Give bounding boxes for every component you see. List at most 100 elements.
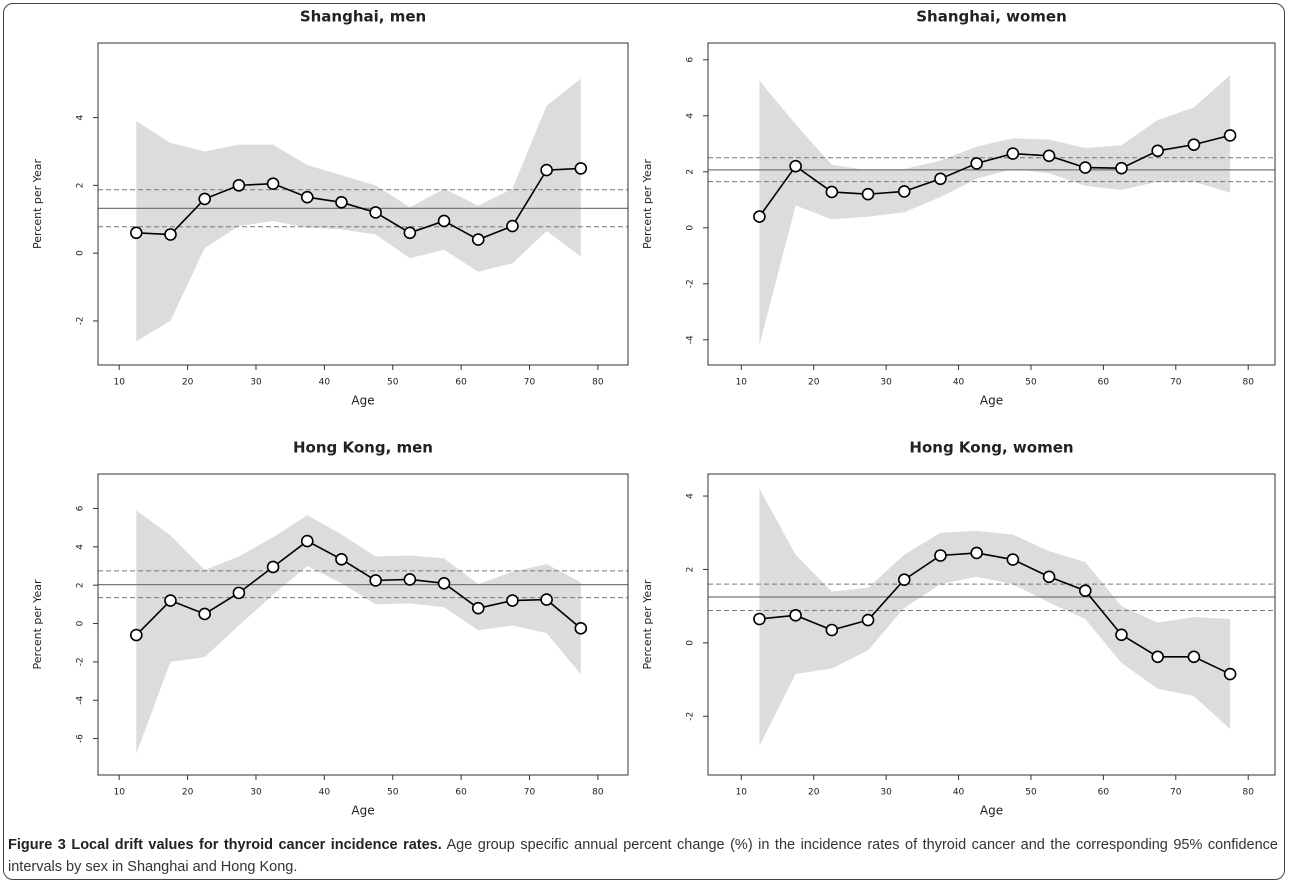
x-tick-label: 50	[387, 378, 399, 388]
drift-point	[506, 219, 519, 233]
drift-point	[232, 179, 246, 192]
drift-point	[540, 593, 553, 606]
caption-label: Figure 3 Local drift values for thyroid …	[8, 837, 442, 853]
drift-point	[335, 553, 348, 566]
y-axis-label: Percent per Year	[31, 159, 44, 249]
x-tick-label: 60	[1098, 378, 1110, 388]
drift-point	[1223, 667, 1237, 681]
confidence-band	[136, 510, 581, 754]
y-tick-label: -2	[686, 712, 696, 721]
x-tick-label: 80	[592, 788, 604, 798]
drift-point	[403, 226, 417, 240]
drift-point	[1223, 129, 1237, 142]
x-tick-label: 20	[808, 378, 820, 388]
plot-frame	[97, 42, 629, 366]
y-tick-label: 4	[686, 493, 696, 499]
drift-point	[266, 177, 280, 190]
x-axis-label: Age	[351, 394, 374, 408]
x-tick-label: 10	[736, 378, 748, 388]
drift-point	[1006, 553, 1020, 566]
y-tick-label: 6	[686, 57, 696, 63]
drift-point	[129, 226, 143, 240]
confidence-band	[136, 78, 581, 342]
x-tick-label: 30	[880, 378, 892, 388]
x-tick-label: 70	[1170, 788, 1182, 798]
y-tick-label: -4	[76, 695, 86, 704]
plot-frame	[707, 42, 1276, 366]
x-tick-label: 20	[182, 378, 194, 388]
drift-point	[506, 594, 519, 607]
y-tick-label: 4	[686, 113, 696, 119]
drift-point	[369, 574, 382, 587]
drift-point	[897, 573, 911, 587]
x-tick-label: 10	[113, 788, 125, 798]
x-tick-label: 50	[1025, 788, 1037, 798]
plot-frame	[707, 473, 1276, 776]
y-tick-label: 2	[76, 182, 86, 188]
plot-frame	[97, 473, 629, 776]
y-axis-label: Percent per Year	[641, 159, 654, 249]
y-tick-label: 4	[76, 114, 86, 120]
drift-point	[1042, 149, 1056, 163]
x-tick-label: 40	[319, 788, 331, 798]
drift-point	[1078, 584, 1092, 598]
x-tick-label: 30	[250, 378, 262, 388]
drift-point	[403, 573, 417, 586]
x-axis-label: Age	[351, 804, 374, 818]
drift-point	[1151, 144, 1164, 158]
drift-point	[753, 210, 766, 223]
x-tick-label: 40	[953, 378, 965, 388]
x-tick-label: 30	[880, 788, 892, 798]
drift-point	[574, 622, 588, 635]
y-tick-label: 4	[76, 544, 86, 550]
drift-point	[1115, 628, 1128, 642]
x-tick-label: 10	[736, 788, 748, 798]
y-tick-label: -2	[76, 316, 86, 325]
x-tick-label: 80	[1242, 378, 1254, 388]
y-tick-label: 2	[76, 582, 86, 588]
drift-point	[825, 185, 839, 199]
drift-point	[1115, 161, 1128, 175]
x-tick-label: 20	[182, 788, 194, 798]
y-tick-label: 0	[686, 640, 696, 646]
drift-point	[266, 560, 280, 574]
drift-point	[1078, 161, 1092, 174]
x-tick-label: 60	[455, 788, 467, 798]
y-tick-label: -6	[76, 734, 86, 743]
drift-point	[198, 192, 211, 206]
drift-point	[300, 534, 314, 548]
y-tick-label: -4	[686, 335, 696, 344]
drift-point	[934, 172, 947, 186]
drift-point	[574, 162, 588, 175]
drift-point	[369, 206, 382, 219]
drift-point	[789, 159, 802, 173]
x-axis-label: Age	[980, 804, 1003, 818]
panel-title: Shanghai, men	[300, 8, 426, 26]
drift-point	[540, 163, 553, 177]
x-tick-label: 80	[1242, 788, 1254, 798]
drift-point	[198, 607, 211, 621]
drift-point	[1187, 650, 1201, 664]
drift-point	[1006, 147, 1020, 160]
drift-point	[861, 187, 875, 201]
drift-point	[1151, 650, 1164, 664]
y-tick-label: 2	[686, 169, 696, 175]
drift-point	[934, 549, 947, 562]
x-tick-label: 70	[524, 788, 536, 798]
drift-point	[789, 609, 802, 622]
x-axis-label: Age	[980, 394, 1003, 408]
x-tick-label: 70	[1170, 378, 1182, 388]
y-tick-label: 2	[686, 567, 696, 573]
drift-point	[471, 601, 485, 615]
y-axis-label: Percent per Year	[641, 579, 654, 669]
y-tick-label: 0	[76, 250, 86, 256]
x-tick-label: 80	[592, 378, 604, 388]
drift-point	[300, 190, 314, 204]
panel-title: Shanghai, women	[916, 8, 1067, 26]
y-axis-label: Percent per Year	[31, 579, 44, 669]
x-tick-label: 40	[953, 788, 965, 798]
drift-point	[897, 185, 911, 198]
x-tick-label: 60	[455, 378, 467, 388]
drift-point	[753, 612, 766, 626]
